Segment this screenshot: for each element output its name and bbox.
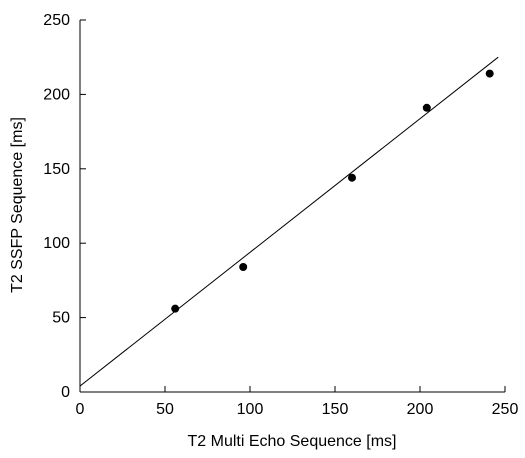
y-tick-label: 100 [43,235,70,252]
fit-line [79,56,499,387]
data-point [485,69,494,78]
y-axis-title: T2 SSFP Sequence [ms] [9,117,26,293]
plot-area: 0 50 100 150 200 250 0 50 100 150 200 250 [43,12,518,418]
y-tick-label: 150 [43,161,70,178]
y-tick-label: 200 [43,86,70,103]
x-tick-label: 150 [322,401,349,418]
x-tick-label: 0 [76,401,85,418]
y-tick-label: 0 [61,384,70,401]
data-point [171,304,180,313]
data-point [348,173,356,182]
data-point [422,103,431,112]
x-tick-label: 50 [156,401,174,418]
x-axis-title: T2 Multi Echo Sequence [ms] [188,433,397,450]
data-point [239,263,248,272]
x-tick-label: 200 [407,401,434,418]
y-tick-label: 250 [43,12,70,29]
x-tick-label: 100 [237,401,264,418]
y-tick-label: 50 [52,310,70,327]
x-tick-label: 250 [492,401,519,418]
